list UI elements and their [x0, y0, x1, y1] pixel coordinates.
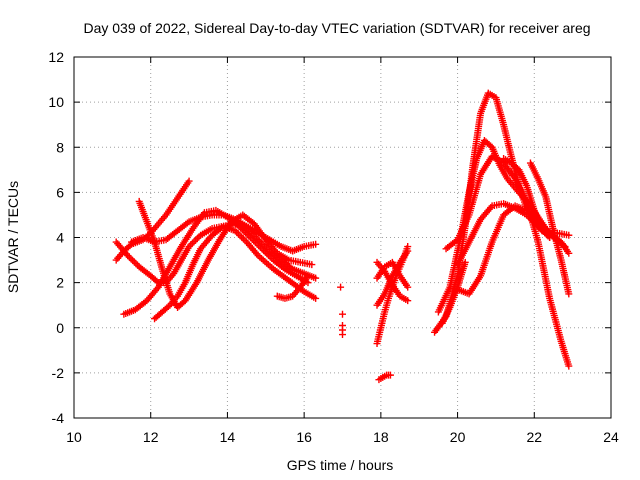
- data-marks: [112, 89, 573, 384]
- data-point: [337, 283, 345, 291]
- series-s4: [112, 177, 193, 264]
- x-tick-label: 18: [373, 429, 389, 445]
- chart-title: Day 039 of 2022, Sidereal Day-to-day VTE…: [83, 20, 590, 36]
- series-s16: [442, 152, 573, 370]
- data-point: [404, 283, 412, 291]
- data-point: [404, 297, 412, 305]
- data-point: [185, 177, 193, 185]
- y-tick-label: 4: [56, 230, 64, 246]
- data-point: [304, 272, 312, 280]
- series-s7: [273, 272, 312, 302]
- series-s6: [151, 220, 320, 323]
- data-point: [339, 331, 346, 339]
- data-point: [190, 238, 198, 246]
- y-tick-label: 2: [56, 275, 64, 291]
- y-tick-label: 8: [56, 139, 64, 155]
- x-tick-label: 24: [603, 429, 619, 445]
- data-point: [461, 258, 469, 266]
- y-tick-label: -4: [52, 410, 65, 426]
- x-tick-label: 20: [450, 429, 466, 445]
- y-tick-label: 10: [48, 94, 64, 110]
- y-tick-label: 0: [56, 320, 64, 336]
- data-point: [308, 261, 316, 269]
- data-point: [565, 362, 573, 370]
- x-tick-label: 22: [526, 429, 542, 445]
- data-point: [164, 303, 172, 311]
- data-point: [565, 231, 573, 239]
- data-point: [193, 234, 201, 242]
- series-s17: [454, 202, 573, 298]
- y-tick-label: 12: [48, 49, 64, 65]
- series-s21: [438, 258, 469, 327]
- series-s9: [375, 371, 394, 384]
- data-point: [188, 239, 196, 247]
- series-s19: [526, 159, 573, 298]
- data-point: [130, 258, 138, 266]
- x-tick-label: 16: [296, 429, 312, 445]
- data-point: [404, 247, 412, 255]
- y-tick-label: -2: [52, 365, 65, 381]
- y-tick-label: 6: [56, 184, 64, 200]
- series-s13: [373, 258, 412, 291]
- data-point: [132, 260, 140, 268]
- data-point: [312, 240, 320, 248]
- data-point: [386, 371, 394, 379]
- x-axis-label: GPS time / hours: [287, 457, 394, 473]
- data-point: [129, 256, 137, 264]
- data-point: [565, 290, 573, 298]
- data-point: [127, 255, 135, 263]
- data-point: [546, 234, 554, 241]
- series-s20: [500, 155, 554, 241]
- series-s18: [454, 200, 554, 269]
- series-s8: [337, 283, 346, 339]
- data-point: [312, 294, 320, 302]
- data-point: [339, 310, 346, 318]
- x-tick-label: 14: [220, 429, 236, 445]
- y-axis-label: SDTVAR / TECUs: [5, 181, 21, 293]
- x-tick-label: 12: [143, 429, 159, 445]
- data-point: [312, 274, 320, 282]
- x-tick-label: 10: [66, 429, 82, 445]
- data-point: [565, 249, 573, 257]
